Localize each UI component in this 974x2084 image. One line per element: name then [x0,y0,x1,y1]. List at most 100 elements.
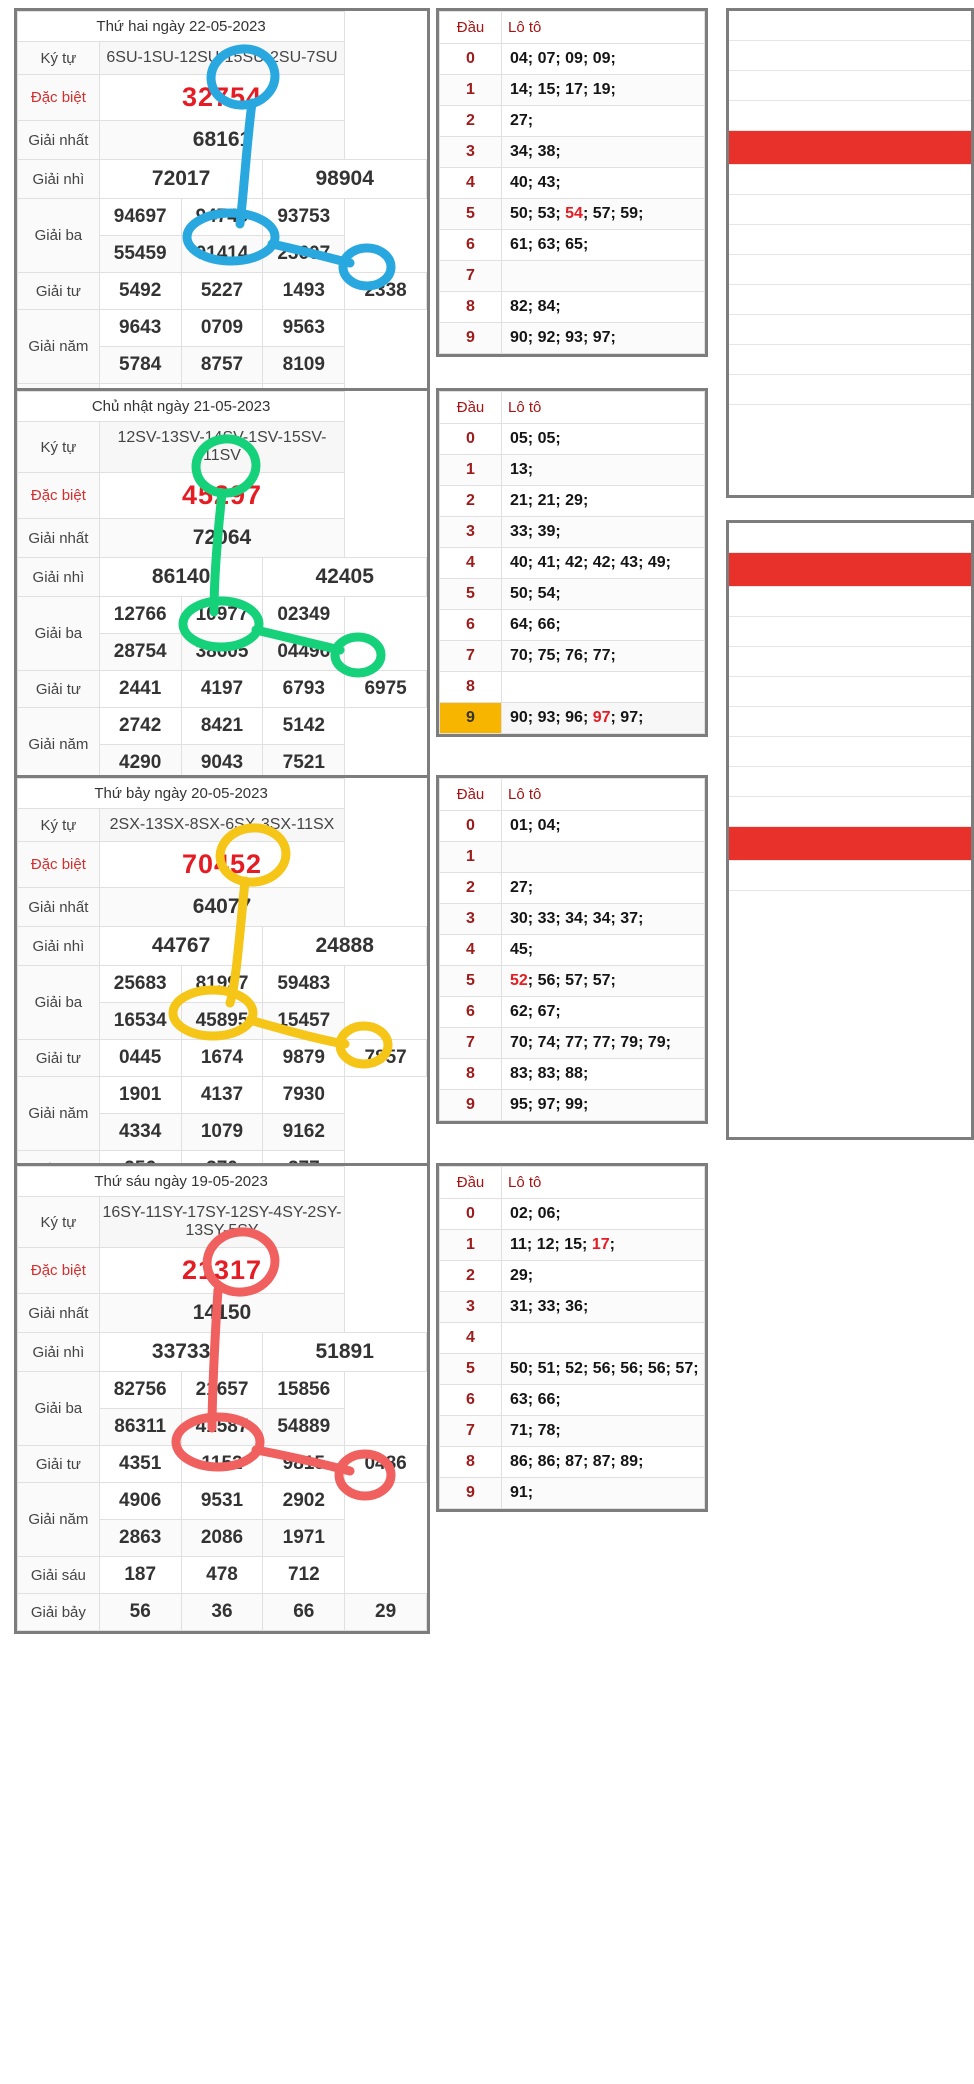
value-giai-ba: 16534 [98,1002,182,1040]
result-date: Thứ bảy ngày 20-05-2023 [16,778,346,809]
loto-dau: 5 [439,965,502,997]
partial-row [729,617,971,647]
loto-dau: 1 [439,454,502,486]
loto-row: 0 05; 05; [439,423,705,455]
label-giai-nam: Giải năm [17,707,100,782]
value-ky-tu: 6SU-1SU-12SU-15SU-2SU-7SU [98,41,346,75]
loto-header-row: Đầu Lô tô [439,1166,705,1199]
row-giai-ba: Giải ba 94697 94740 93753 [17,198,427,273]
loto-row: 7 70; 74; 77; 77; 79; 79; [439,1027,705,1059]
loto-row: 9 90; 93; 96; 97; 97; [439,702,705,734]
loto-values: 01; 04; [501,810,705,842]
result-panel: Thứ bảy ngày 20-05-2023 Ký tự 2SX-13SX-8SX… [14,775,430,1228]
value-giai-ba: 25683 [98,965,182,1003]
row-ky-tu: Ký tự 6SU-1SU-12SU-15SU-2SU-7SU [17,41,427,75]
value-giai-nam: 2902 [262,1482,346,1520]
loto-values: 14; 15; 17; 19; [501,74,705,106]
value-giai-nam: 9531 [180,1482,264,1520]
label-ky-tu: Ký tự [17,41,100,75]
loto-panel: Đầu Lô tô 0 04; 07; 09; 09; 1 14; 15; 17; 19;… [436,8,708,357]
loto-dau: 4 [439,167,502,199]
value-giai-ba: 15457 [262,1002,346,1040]
loto-row: 8 [439,671,705,703]
loto-values [501,671,705,703]
value-giai-ba: 82756 [98,1371,182,1409]
partial-row [729,707,971,737]
loto-dau: 3 [439,903,502,935]
loto-dau: 0 [439,423,502,455]
loto-row: 6 63; 66; [439,1384,705,1416]
label-giai-tu: Giải tư [17,272,100,310]
loto-row: 1 13; [439,454,705,486]
loto-dau: 6 [439,1384,502,1416]
partial-row [729,165,971,195]
value-giai-nhi: 33733 [98,1332,264,1372]
label-giai-tu: Giải tư [17,1039,100,1077]
row-dac-biet: Đặc biệt 21317 [17,1247,427,1294]
result-date: Chủ nhật ngày 21-05-2023 [16,391,346,422]
label-giai-nam: Giải năm [17,309,100,384]
loto-dau: 7 [439,260,502,292]
partial-row [729,587,971,617]
value-giai-ba: 01414 [180,235,264,273]
value-giai-sau: 478 [180,1556,264,1594]
loto-dau: 0 [439,1198,502,1230]
row-giai-nhat: Giải nhất 14150 [17,1293,427,1333]
loto-values [501,260,705,292]
value-giai-tu: 0486 [344,1445,427,1483]
value-dac-biet: 45297 [98,472,346,519]
loto-values: 83; 83; 88; [501,1058,705,1090]
loto-dau: 4 [439,934,502,966]
loto-dau: 7 [439,640,502,672]
value-giai-ba: 38605 [180,633,264,671]
value-giai-nhi: 86140 [98,557,264,597]
loto-values: 40; 41; 42; 42; 43; 49; [501,547,705,579]
value-giai-ba: 94697 [98,198,182,236]
value-giai-tu: 0445 [98,1039,182,1077]
loto-header-row: Đầu Lô tô [439,391,705,424]
value-giai-nam: 2086 [180,1519,264,1557]
partial-row [729,523,971,553]
loto-values: 34; 38; [501,136,705,168]
loto-row: 3 33; 39; [439,516,705,548]
loto-row: 2 27; [439,105,705,137]
row-giai-nhi: Giải nhì 33733 51891 [17,1332,427,1372]
loto-dau: 2 [439,872,502,904]
row-giai-tu: Giải tư 5492 5227 1493 2338 [17,272,427,310]
loto-row: 0 01; 04; [439,810,705,842]
value-giai-nam: 8757 [180,346,264,384]
partial-panel-bottom [726,520,974,1140]
value-giai-tu: 2338 [344,272,427,310]
loto-values: 02; 06; [501,1198,705,1230]
loto-values: 31; 33; 36; [501,1291,705,1323]
loto-dau: 1 [439,1229,502,1261]
loto-header-dau: Đầu [439,11,502,44]
loto-values [501,841,705,873]
loto-row: 3 30; 33; 34; 34; 37; [439,903,705,935]
loto-dau: 5 [439,1353,502,1385]
loto-row: 9 90; 92; 93; 97; [439,322,705,354]
value-giai-nam: 7930 [262,1076,346,1114]
loto-row: 2 27; [439,872,705,904]
loto-row: 3 31; 33; 36; [439,1291,705,1323]
label-dac-biet: Đặc biệt [17,841,100,888]
loto-dau: 0 [439,43,502,75]
value-giai-nhat: 72064 [98,518,346,558]
value-giai-tu: 1152 [180,1445,264,1483]
loto-header-dau: Đầu [439,778,502,811]
result-date: Thứ hai ngày 22-05-2023 [16,11,346,42]
loto-values [501,1322,705,1354]
row-giai-nam: 2863 2086 1971 [18,1519,427,1557]
label-giai-ba: Giải ba [17,198,100,273]
partial-row [729,767,971,797]
loto-dau: 9 [439,1089,502,1121]
row-giai-nam: Giải năm 9643 0709 9563 [17,309,427,384]
loto-values: 70; 75; 76; 77; [501,640,705,672]
loto-dau: 3 [439,1291,502,1323]
value-giai-tu: 6975 [344,670,427,708]
loto-row: 0 02; 06; [439,1198,705,1230]
value-giai-nam: 0709 [180,309,264,347]
partial-row-banner [729,553,971,587]
loto-row: 4 45; [439,934,705,966]
